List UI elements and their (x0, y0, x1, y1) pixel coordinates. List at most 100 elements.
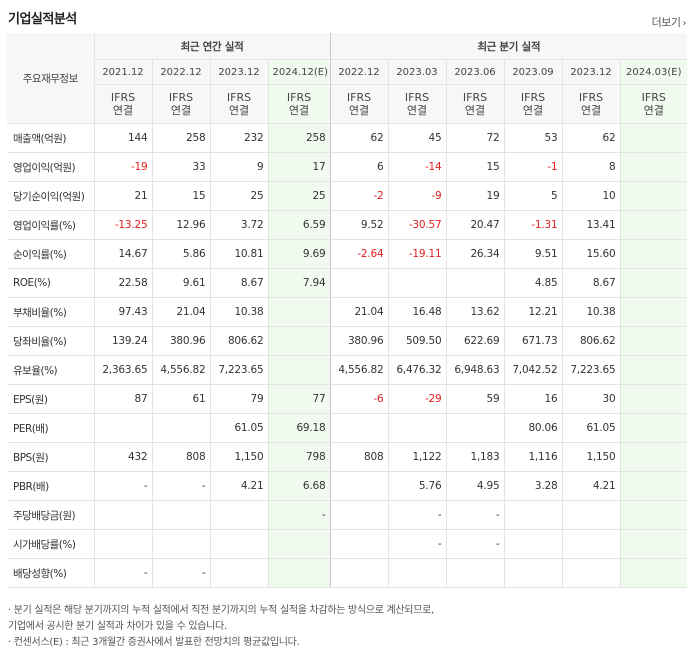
value-cell: 1,150 (209, 442, 268, 472)
value-cell: 10.38 (209, 297, 268, 327)
value-cell: 7,223.65 (561, 355, 620, 385)
value-cell: 1,116 (503, 442, 562, 472)
value-cell (503, 500, 562, 530)
period-header: 2023.09 (503, 59, 562, 85)
value-cell: 13.62 (445, 297, 504, 327)
value-cell: 4.21 (209, 471, 268, 501)
value-cell: -13.25 (93, 210, 152, 240)
row-label: 당기순이익(억원) (7, 181, 94, 211)
value-cell (619, 210, 688, 240)
value-cell (329, 471, 388, 501)
ifrs-label-line1: IFRS (346, 91, 372, 104)
ifrs-label-line1: IFRS (641, 91, 666, 104)
table-row: 당좌비율(%) 139.24 380.96 806.62 380.96 509.50 622… (7, 326, 688, 356)
section-title: 기업실적분석 (8, 12, 77, 27)
value-cell: 1,183 (445, 442, 504, 472)
ifrs-label: IFRS 연결 (387, 84, 446, 124)
value-cell: 622.69 (445, 326, 504, 356)
value-cell: 1,150 (561, 442, 620, 472)
value-cell (93, 413, 152, 443)
value-cell: 33 (151, 152, 210, 182)
value-cell (619, 268, 688, 298)
value-cell (619, 297, 688, 327)
ifrs-label-line1: IFRS (168, 91, 194, 104)
ifrs-label-line1: IFRS (110, 91, 136, 104)
ifrs-label-line1: IFRS (520, 91, 546, 104)
ifrs-label: IFRS 연결 (209, 84, 268, 124)
value-cell (267, 529, 330, 559)
row-label: 당좌비율(%) (7, 326, 94, 356)
value-cell: 7,223.65 (209, 355, 268, 385)
value-cell: 9 (209, 152, 268, 182)
value-cell: - (151, 558, 210, 588)
value-cell: 62 (561, 123, 620, 153)
value-cell: 79 (209, 384, 268, 414)
value-cell: 4,556.82 (151, 355, 210, 385)
value-cell (329, 268, 388, 298)
value-cell: 61 (151, 384, 210, 414)
value-cell (93, 529, 152, 559)
value-cell: 144 (93, 123, 152, 153)
quarter-group-header: 최근 분기 실적 (329, 33, 688, 60)
value-cell: -6 (329, 384, 388, 414)
value-cell: 21.04 (151, 297, 210, 327)
value-cell: 4,556.82 (329, 355, 388, 385)
value-cell: 8 (561, 152, 620, 182)
row-label: BPS(원) (7, 442, 94, 472)
ifrs-label: IFRS 연결 (151, 84, 210, 124)
table-row: 당기순이익(억원) 21 15 25 25 -2 -9 19 5 10 (7, 181, 688, 211)
period-header: 2023.03 (387, 59, 446, 85)
ifrs-label: IFRS 연결 (267, 84, 330, 124)
value-cell: 2,363.65 (93, 355, 152, 385)
more-link[interactable]: 더보기 › (652, 14, 687, 30)
value-cell: -30.57 (387, 210, 446, 240)
value-cell: 10.81 (209, 239, 268, 269)
value-cell: 20.47 (445, 210, 504, 240)
value-cell (151, 529, 210, 559)
value-cell (267, 326, 330, 356)
table-row: 순이익률(%) 14.67 5.86 10.81 9.69 -2.64 -19.11 26.3… (7, 239, 688, 269)
value-cell (445, 558, 504, 588)
value-cell (503, 558, 562, 588)
value-cell (561, 500, 620, 530)
table-row: 매출액(억원) 144 258 232 258 62 45 72 53 62 (7, 123, 688, 153)
value-cell: 9.69 (267, 239, 330, 269)
value-cell: 30 (561, 384, 620, 414)
value-cell: 16 (503, 384, 562, 414)
ifrs-label-line1: IFRS (286, 91, 312, 104)
row-label: PER(배) (7, 413, 94, 443)
value-cell: 380.96 (151, 326, 210, 356)
table-row: 부채비율(%) 97.43 21.04 10.38 21.04 16.48 13.62 12.… (7, 297, 688, 327)
ifrs-label: IFRS 연결 (329, 84, 388, 124)
value-cell: 139.24 (93, 326, 152, 356)
footnote-2: 기업에서 공시한 분기 실적과 차이가 있을 수 있습니다. (8, 621, 227, 632)
value-cell: 9.52 (329, 210, 388, 240)
value-cell (267, 297, 330, 327)
value-cell: 4.85 (503, 268, 562, 298)
row-label: 영업이익(억원) (7, 152, 94, 182)
ifrs-label-line2: 연결 (228, 104, 250, 117)
value-cell: 21.04 (329, 297, 388, 327)
value-cell (209, 558, 268, 588)
value-cell: 5.76 (387, 471, 446, 501)
ifrs-label-line2: 연결 (348, 104, 370, 117)
row-label: PBR(배) (7, 471, 94, 501)
value-cell: - (151, 471, 210, 501)
value-cell (619, 239, 688, 269)
financial-table: 주요재무정보 최근 연간 실적 최근 분기 실적 2021.12 2022.12 2… (7, 33, 688, 588)
ifrs-label: IFRS 연결 (93, 84, 152, 124)
value-cell: 1,122 (387, 442, 446, 472)
value-cell (209, 500, 268, 530)
value-cell: 17 (267, 152, 330, 182)
row-label: 영업이익률(%) (7, 210, 94, 240)
value-cell: - (445, 500, 504, 530)
ifrs-label-line2: 연결 (522, 104, 544, 117)
value-cell: 15 (445, 152, 504, 182)
value-cell: 12.21 (503, 297, 562, 327)
annual-group-header: 최근 연간 실적 (93, 33, 330, 60)
value-cell: 3.28 (503, 471, 562, 501)
value-cell: 6,948.63 (445, 355, 504, 385)
value-cell: 808 (329, 442, 388, 472)
value-cell: 806.62 (561, 326, 620, 356)
value-cell: 806.62 (209, 326, 268, 356)
